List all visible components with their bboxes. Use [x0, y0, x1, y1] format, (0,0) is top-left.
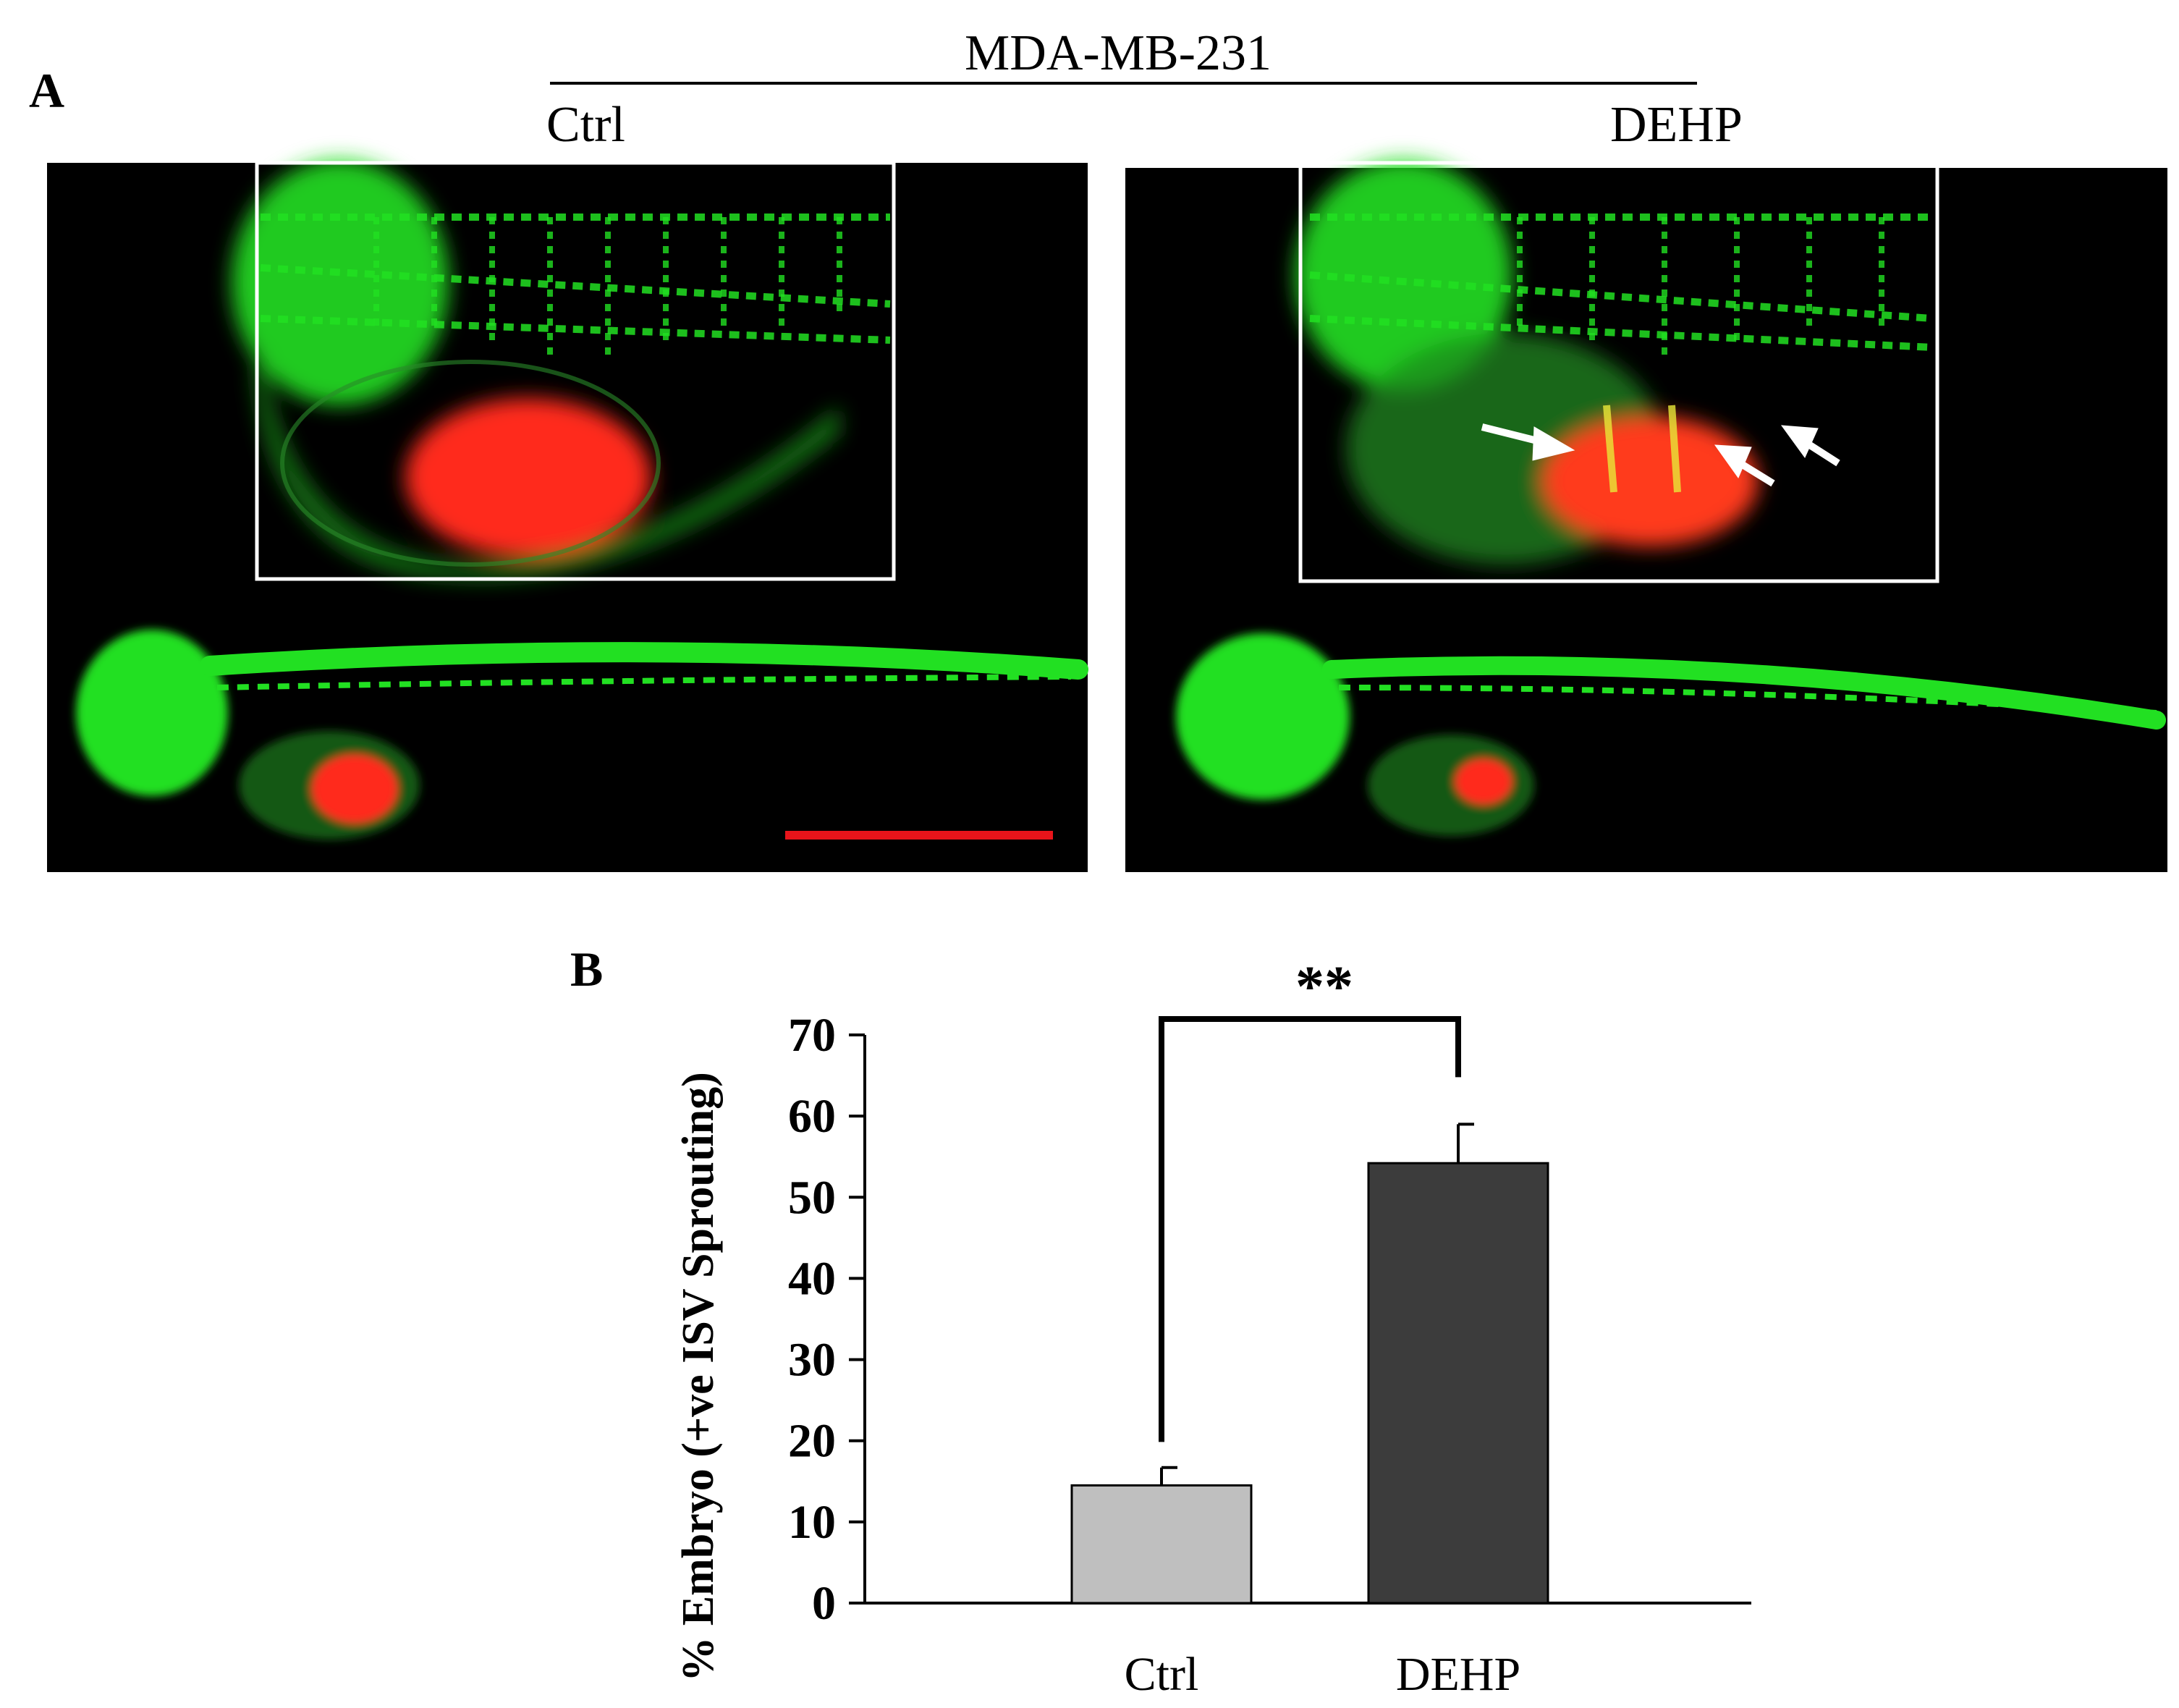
panel-b: B 0 10 20 30 40 50 60 70 % Embryo (+ve ISV Sprou…: [570, 942, 1751, 1701]
x-category-label: Ctrl: [1125, 1648, 1199, 1701]
y-tick-label: 0: [812, 1577, 836, 1630]
group-label-ctrl: Ctrl: [546, 97, 625, 153]
bar-chart: 0 10 20 30 40 50 60 70 % Embryo (+ve ISV Sprouti…: [674, 955, 1751, 1701]
panel-b-letter: B: [570, 942, 603, 997]
bar-dehp: [1367, 1162, 1549, 1605]
significance-label: **: [1295, 955, 1353, 1019]
y-tick-label: 60: [788, 1090, 836, 1143]
panel-a: A MDA-MB-231 Ctrl DEHP: [29, 25, 2167, 872]
y-tick-label: 20: [788, 1415, 836, 1468]
significance-bracket: [1159, 1016, 1461, 1442]
y-tick-label: 30: [788, 1334, 836, 1387]
scale-bar: [785, 831, 1053, 840]
inset-ctrl: [232, 159, 896, 581]
y-tick-label: 70: [788, 1009, 836, 1062]
cell-line-label: MDA-MB-231: [965, 25, 1272, 81]
inset-dehp-border: [1298, 161, 1939, 583]
y-tick-label: 40: [788, 1252, 836, 1305]
arrow-icon-head: [1532, 426, 1575, 461]
y-axis-label: % Embryo (+ve ISV Sprouting): [674, 1072, 723, 1682]
bar-ctrl: [1070, 1484, 1253, 1605]
group-label-dehp: DEHP: [1610, 97, 1743, 153]
arrow-icon-head: [1780, 425, 1819, 458]
micrograph-dehp: [1125, 159, 2167, 872]
embryo-dehp: [1176, 633, 2166, 836]
embryo-ctrl: [76, 630, 1088, 840]
y-tick-label: 50: [788, 1171, 836, 1224]
y-tick-label: 10: [788, 1496, 836, 1549]
inset-dehp: [1295, 159, 1939, 583]
micrograph-ctrl: [47, 159, 1088, 872]
inset-ctrl-border: [255, 161, 896, 581]
x-category-label: DEHP: [1396, 1648, 1520, 1701]
panel-a-letter: A: [29, 63, 64, 118]
sprouting-arrows: [1481, 423, 1840, 487]
arrow-icon-head: [1714, 444, 1752, 479]
